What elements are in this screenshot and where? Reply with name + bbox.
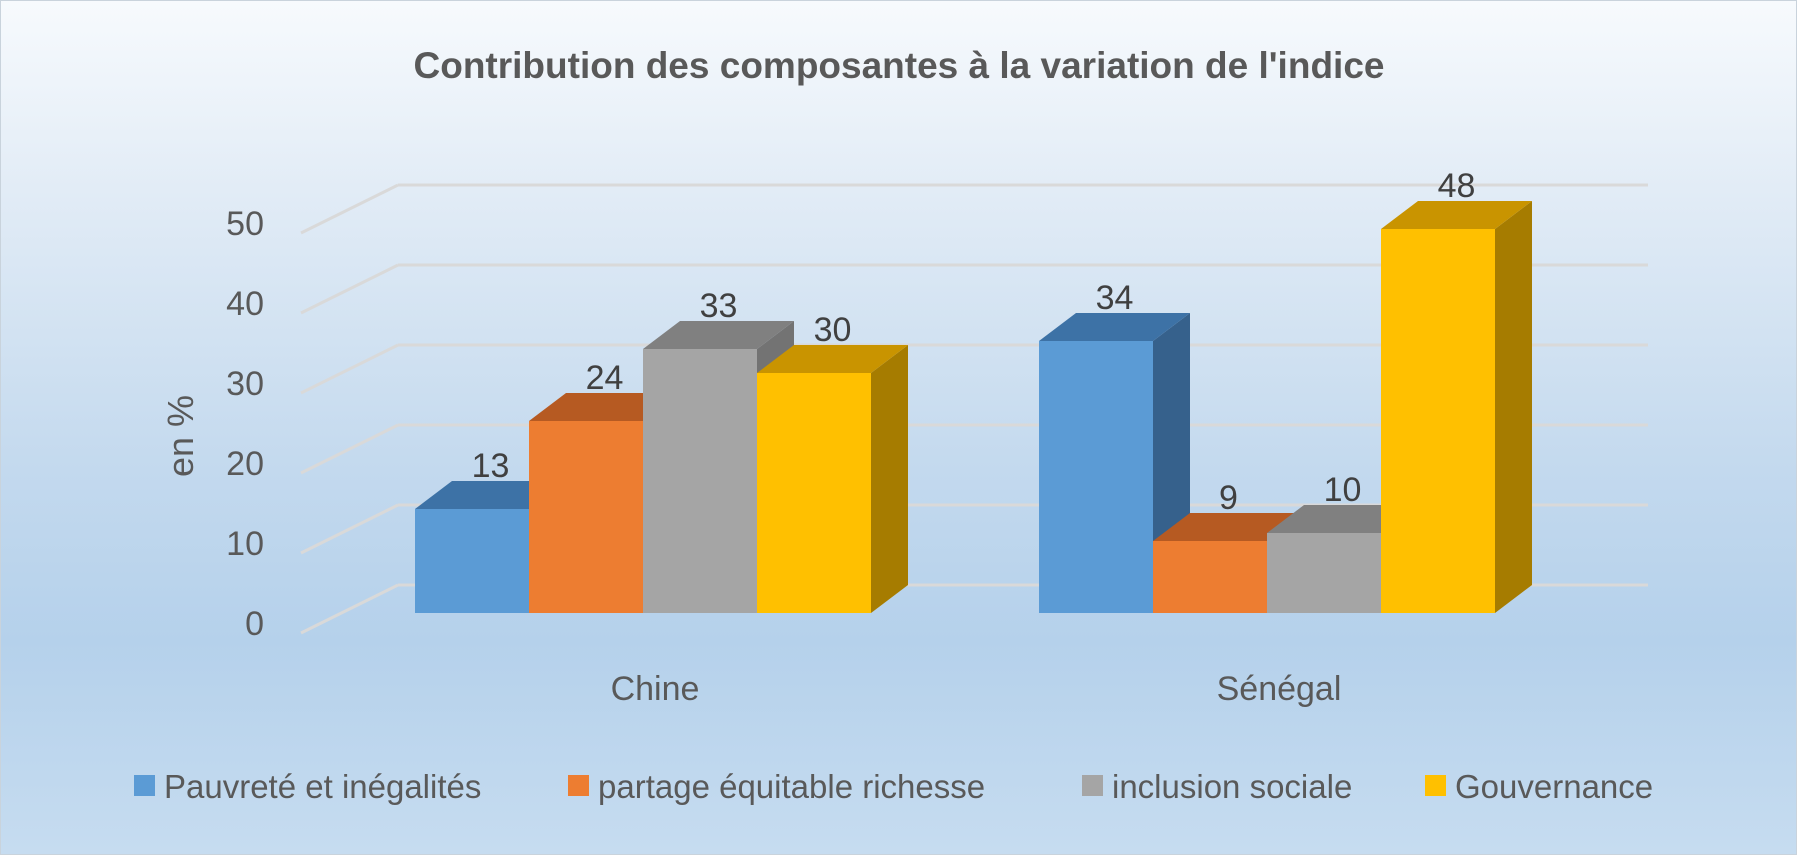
data-label: 13 [472, 447, 510, 485]
legend-label: partage équitable richesse [598, 768, 985, 805]
y-tick-label: 10 [226, 525, 264, 563]
data-labels: 13 24 33 30 34 9 10 48 [472, 167, 1476, 517]
y-axis-label: en % [160, 395, 201, 477]
bar-top [1381, 201, 1532, 229]
legend-swatch [1082, 775, 1103, 796]
bars [415, 201, 1532, 613]
y-axis-ticks: 0 10 20 30 40 50 [226, 205, 264, 643]
legend-swatch [1425, 775, 1446, 796]
data-label: 24 [586, 359, 624, 397]
bar-front [1039, 341, 1153, 613]
gridline-diagonal [300, 183, 399, 235]
legend-swatch [568, 775, 589, 796]
gridline-diagonal [300, 583, 399, 635]
legend-label: inclusion sociale [1112, 768, 1352, 805]
bar-front [415, 509, 529, 613]
bar-top [1267, 505, 1418, 533]
y-tick-label: 30 [226, 365, 264, 403]
legend-swatch [134, 775, 155, 796]
gridline-diagonal [300, 503, 399, 555]
data-label: 30 [814, 311, 852, 349]
bar-front [643, 349, 757, 613]
chart-title: Contribution des composantes à la variat… [414, 45, 1385, 86]
data-label: 10 [1324, 471, 1362, 509]
gridline-diagonal [300, 423, 399, 475]
bar-front [757, 373, 871, 613]
y-tick-label: 20 [226, 445, 264, 483]
bar-top [529, 393, 680, 421]
bar-front [1381, 229, 1495, 613]
legend-label: Pauvreté et inégalités [164, 768, 481, 805]
gridline-diagonal [300, 263, 399, 315]
x-axis-categories: Chine Sénégal [611, 670, 1342, 708]
legend-item: Pauvreté et inégalités [134, 768, 481, 805]
bar-front [1267, 533, 1381, 613]
data-label: 33 [700, 287, 738, 325]
bar-side [1495, 201, 1532, 613]
x-category-label: Chine [611, 670, 700, 708]
bar-top [757, 345, 908, 373]
data-label: 48 [1438, 167, 1476, 205]
bar-top [1039, 313, 1190, 341]
bar [757, 345, 908, 613]
bar-side [871, 345, 908, 613]
data-label: 34 [1096, 279, 1134, 317]
bar-top [415, 481, 566, 509]
bar-front [1153, 541, 1267, 613]
y-tick-label: 0 [245, 605, 264, 643]
y-tick-label: 50 [226, 205, 264, 243]
legend: Pauvreté et inégalités partage équitable … [134, 768, 1653, 805]
gridline-diagonal [300, 343, 399, 395]
data-label: 9 [1219, 479, 1238, 517]
legend-item: inclusion sociale [1082, 768, 1352, 805]
bar-top [1153, 513, 1304, 541]
x-category-label: Sénégal [1217, 670, 1342, 708]
legend-label: Gouvernance [1455, 768, 1653, 805]
bar [529, 393, 680, 613]
y-tick-label: 40 [226, 285, 264, 323]
bar [1381, 201, 1532, 613]
bar [1039, 313, 1190, 613]
legend-item: Gouvernance [1425, 768, 1653, 805]
bar-top [643, 321, 794, 349]
legend-item: partage équitable richesse [568, 768, 985, 805]
bar-front [529, 421, 643, 613]
